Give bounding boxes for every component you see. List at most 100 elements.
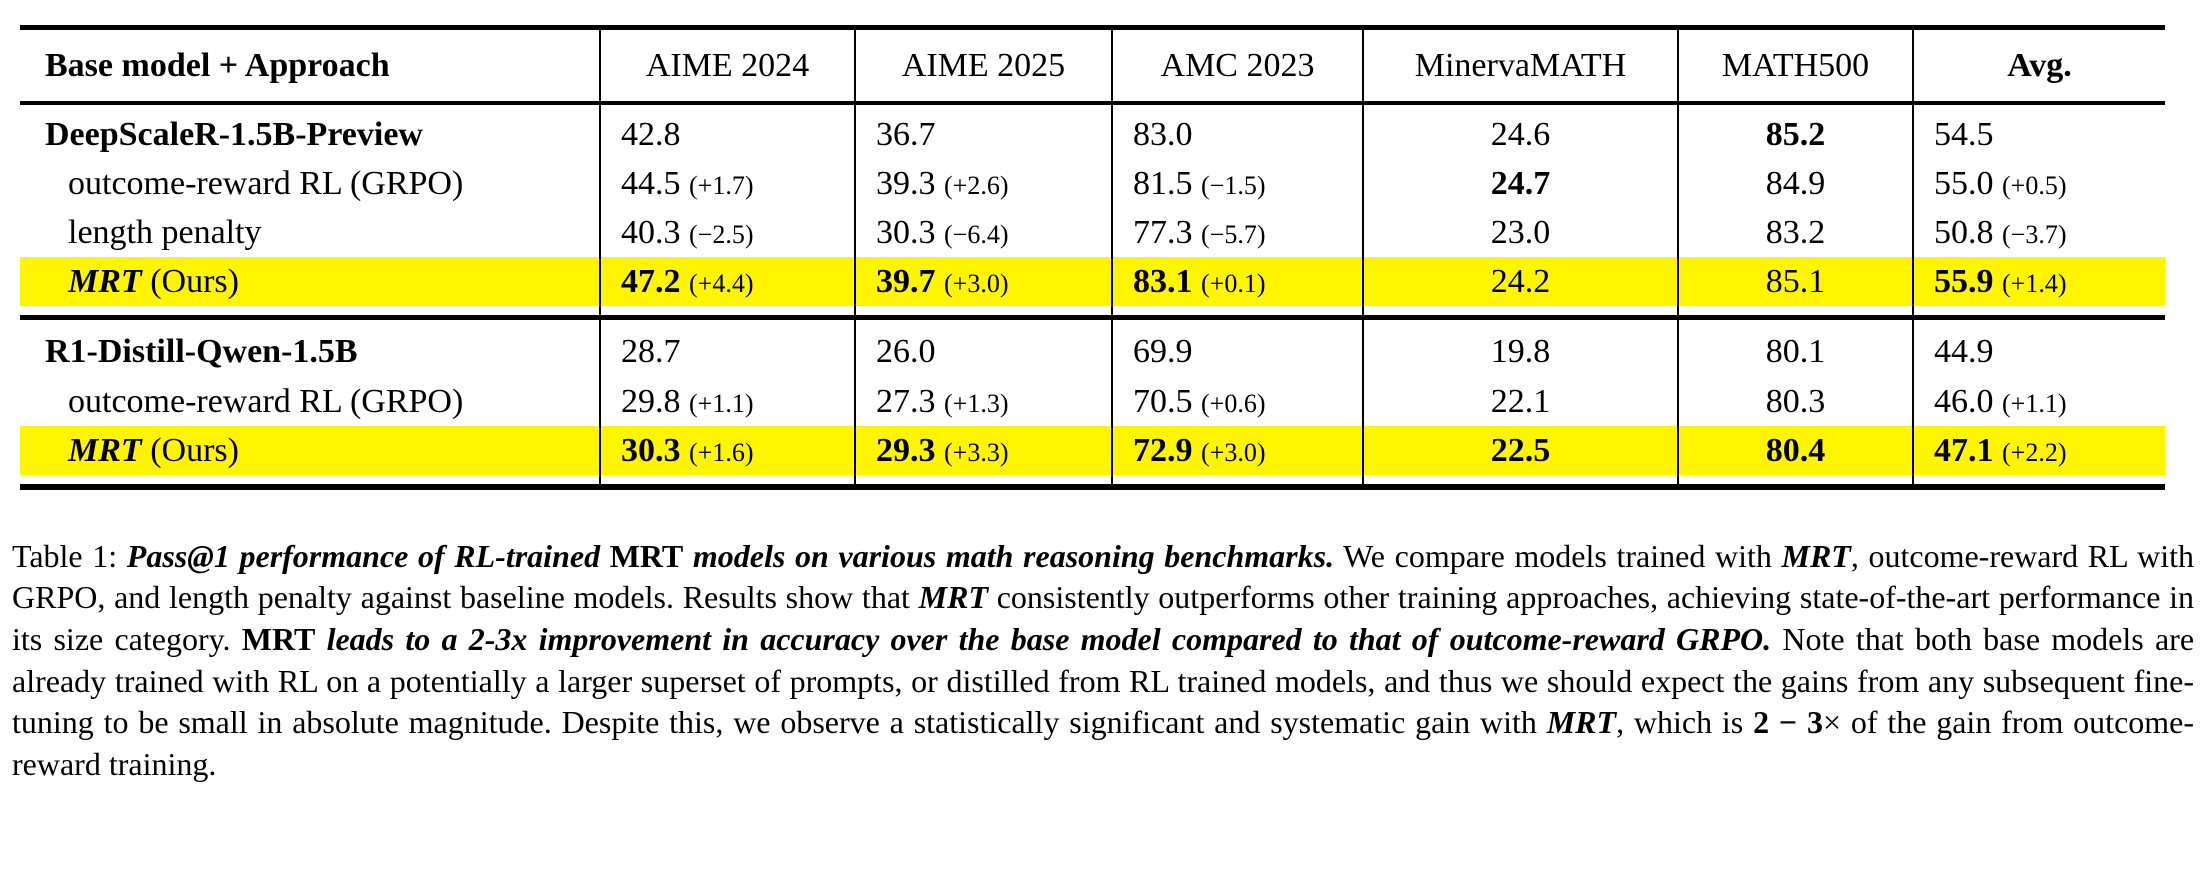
delta-value: (+2.6) bbox=[944, 171, 1009, 201]
delta-value: (−2.5) bbox=[689, 220, 754, 250]
column-header: MATH500 bbox=[1677, 27, 1913, 106]
score-value: 55.0 bbox=[1934, 165, 1994, 203]
score-cell: 77.3 (−5.7) bbox=[1111, 208, 1363, 258]
caption-segment: MRT bbox=[1781, 537, 1851, 574]
delta-value: (+1.4) bbox=[2002, 269, 2067, 299]
score-cell: 47.2 (+4.4) bbox=[599, 257, 855, 318]
table-section: R1-Distill-Qwen-1.5B 28.7 26.0 69.9 19.8 80.1… bbox=[20, 315, 2165, 487]
score-cell: 22.5 bbox=[1362, 425, 1678, 487]
row-label: MRT (Ours) bbox=[20, 425, 600, 487]
score-value: 85.2 bbox=[1765, 116, 1826, 154]
score-value: 30.3 bbox=[876, 214, 936, 252]
score-cell: 23.0 bbox=[1362, 208, 1678, 258]
caption-segment: 2 − 3 bbox=[1753, 704, 1823, 741]
score-value: 80.1 bbox=[1765, 333, 1826, 371]
table-row: DeepScaleR-1.5B-Preview 42.8 36.7 83.0 24.6 8… bbox=[20, 103, 2165, 160]
score-value: 22.1 bbox=[1490, 382, 1551, 420]
score-cell: 42.8 bbox=[599, 103, 855, 160]
score-value: 81.5 bbox=[1133, 165, 1193, 203]
caption-segment: Pass@1 performance of RL-trained bbox=[126, 537, 610, 574]
delta-value: (+0.5) bbox=[2002, 171, 2067, 201]
delta-value: (+3.0) bbox=[944, 269, 1009, 299]
score-value: 77.3 bbox=[1133, 214, 1193, 252]
delta-value: (−1.5) bbox=[1201, 171, 1266, 201]
score-cell: 83.1 (+0.1) bbox=[1111, 257, 1363, 318]
delta-value: (+1.1) bbox=[689, 388, 754, 418]
caption-segment: , outcome-reward RL with GRPO, and lengt… bbox=[12, 537, 2195, 616]
delta-value: (+2.2) bbox=[2002, 437, 2067, 467]
column-header: Avg. bbox=[1912, 27, 2165, 106]
table-row: outcome-reward RL (GRPO) 44.5 (+1.7) 39.3 … bbox=[20, 159, 2165, 209]
caption-segment: leads to a 2-3x improvement in accuracy … bbox=[315, 620, 1772, 657]
results-table-wrapper: Base model + Approach AIME 2024 AIME 2025 A… bbox=[20, 25, 2208, 490]
row-label-segment: outcome-reward RL (GRPO) bbox=[68, 165, 464, 203]
score-value: 40.3 bbox=[621, 214, 681, 252]
score-value: 50.8 bbox=[1934, 214, 1994, 252]
score-cell: 83.2 bbox=[1677, 208, 1913, 258]
score-value: 22.5 bbox=[1490, 431, 1551, 469]
score-cell: 39.7 (+3.0) bbox=[854, 257, 1112, 318]
row-label-segment: (Ours) bbox=[141, 263, 239, 301]
score-cell: 26.0 bbox=[854, 315, 1112, 377]
score-cell: 22.1 bbox=[1362, 376, 1678, 426]
score-cell: 54.5 bbox=[1912, 103, 2165, 160]
score-value: 39.7 bbox=[876, 263, 936, 301]
column-header: MinervaMATH bbox=[1362, 27, 1678, 106]
score-value: 83.1 bbox=[1133, 263, 1193, 301]
score-cell: 47.1 (+2.2) bbox=[1912, 425, 2165, 487]
score-value: 80.3 bbox=[1765, 382, 1826, 420]
score-cell: 55.0 (+0.5) bbox=[1912, 159, 2165, 209]
row-label-segment: MRT bbox=[68, 431, 142, 469]
score-cell: 39.3 (+2.6) bbox=[854, 159, 1112, 209]
table-header-row: Base model + Approach AIME 2024 AIME 2025 A… bbox=[20, 27, 2165, 106]
score-cell: 84.9 bbox=[1677, 159, 1913, 209]
row-label-segment: (Ours) bbox=[141, 431, 239, 469]
score-value: 83.0 bbox=[1133, 116, 1193, 154]
row-label-segment: length penalty bbox=[68, 214, 262, 252]
column-header: AIME 2024 bbox=[599, 27, 855, 106]
score-cell: 24.6 bbox=[1362, 103, 1678, 160]
caption-segment: MRT bbox=[918, 579, 988, 616]
score-cell: 40.3 (−2.5) bbox=[599, 208, 855, 258]
delta-value: (+0.6) bbox=[1201, 388, 1266, 418]
score-value: 83.2 bbox=[1765, 214, 1826, 252]
score-cell: 70.5 (+0.6) bbox=[1111, 376, 1363, 426]
delta-value: (+0.1) bbox=[1201, 269, 1266, 299]
row-label-segment: R1-Distill-Qwen-1.5B bbox=[45, 333, 358, 371]
delta-value: (+1.1) bbox=[2002, 388, 2067, 418]
score-value: 80.4 bbox=[1765, 431, 1826, 469]
score-cell: 80.3 bbox=[1677, 376, 1913, 426]
score-value: 46.0 bbox=[1934, 382, 1994, 420]
score-value: 30.3 bbox=[621, 431, 681, 469]
column-header: Base model + Approach bbox=[20, 27, 600, 106]
score-value: 39.3 bbox=[876, 165, 936, 203]
score-value: 54.5 bbox=[1934, 116, 1994, 154]
column-header: AMC 2023 bbox=[1111, 27, 1363, 106]
delta-value: (+3.3) bbox=[944, 437, 1009, 467]
delta-value: (+1.7) bbox=[689, 171, 754, 201]
row-label: outcome-reward RL (GRPO) bbox=[20, 377, 600, 426]
caption-segment: MRT bbox=[241, 620, 316, 657]
score-cell: 36.7 bbox=[854, 103, 1112, 160]
caption-segment: consistently outperforms other training … bbox=[12, 579, 2195, 657]
caption-segment: Note that both base models are already t… bbox=[12, 620, 2195, 741]
score-cell: 27.3 (+1.3) bbox=[854, 376, 1112, 426]
score-value: 70.5 bbox=[1133, 382, 1193, 420]
score-value: 29.3 bbox=[876, 431, 936, 469]
score-value: 44.5 bbox=[621, 165, 681, 203]
table-row: MRT (Ours) 47.2 (+4.4) 39.7 (+3.0) 83.1 (+0… bbox=[20, 257, 2165, 318]
score-value: 69.9 bbox=[1133, 333, 1193, 371]
caption-segment: We compare models trained with bbox=[1334, 537, 1782, 574]
results-table: Base model + Approach AIME 2024 AIME 2025 A… bbox=[20, 25, 2165, 490]
score-cell: 50.8 (−3.7) bbox=[1912, 208, 2165, 258]
caption-segment: MRT bbox=[1546, 704, 1617, 741]
delta-value: (−3.7) bbox=[2002, 220, 2067, 250]
column-header: AIME 2025 bbox=[854, 27, 1112, 106]
score-value: 24.7 bbox=[1490, 165, 1551, 203]
delta-value: (+3.0) bbox=[1201, 437, 1266, 467]
score-value: 26.0 bbox=[876, 333, 936, 371]
score-cell: 30.3 (−6.4) bbox=[854, 208, 1112, 258]
table-row: length penalty 40.3 (−2.5) 30.3 (−6.4) 77.3… bbox=[20, 208, 2165, 258]
score-cell: 44.5 (+1.7) bbox=[599, 159, 855, 209]
caption-segment: Table 1: bbox=[12, 537, 127, 574]
